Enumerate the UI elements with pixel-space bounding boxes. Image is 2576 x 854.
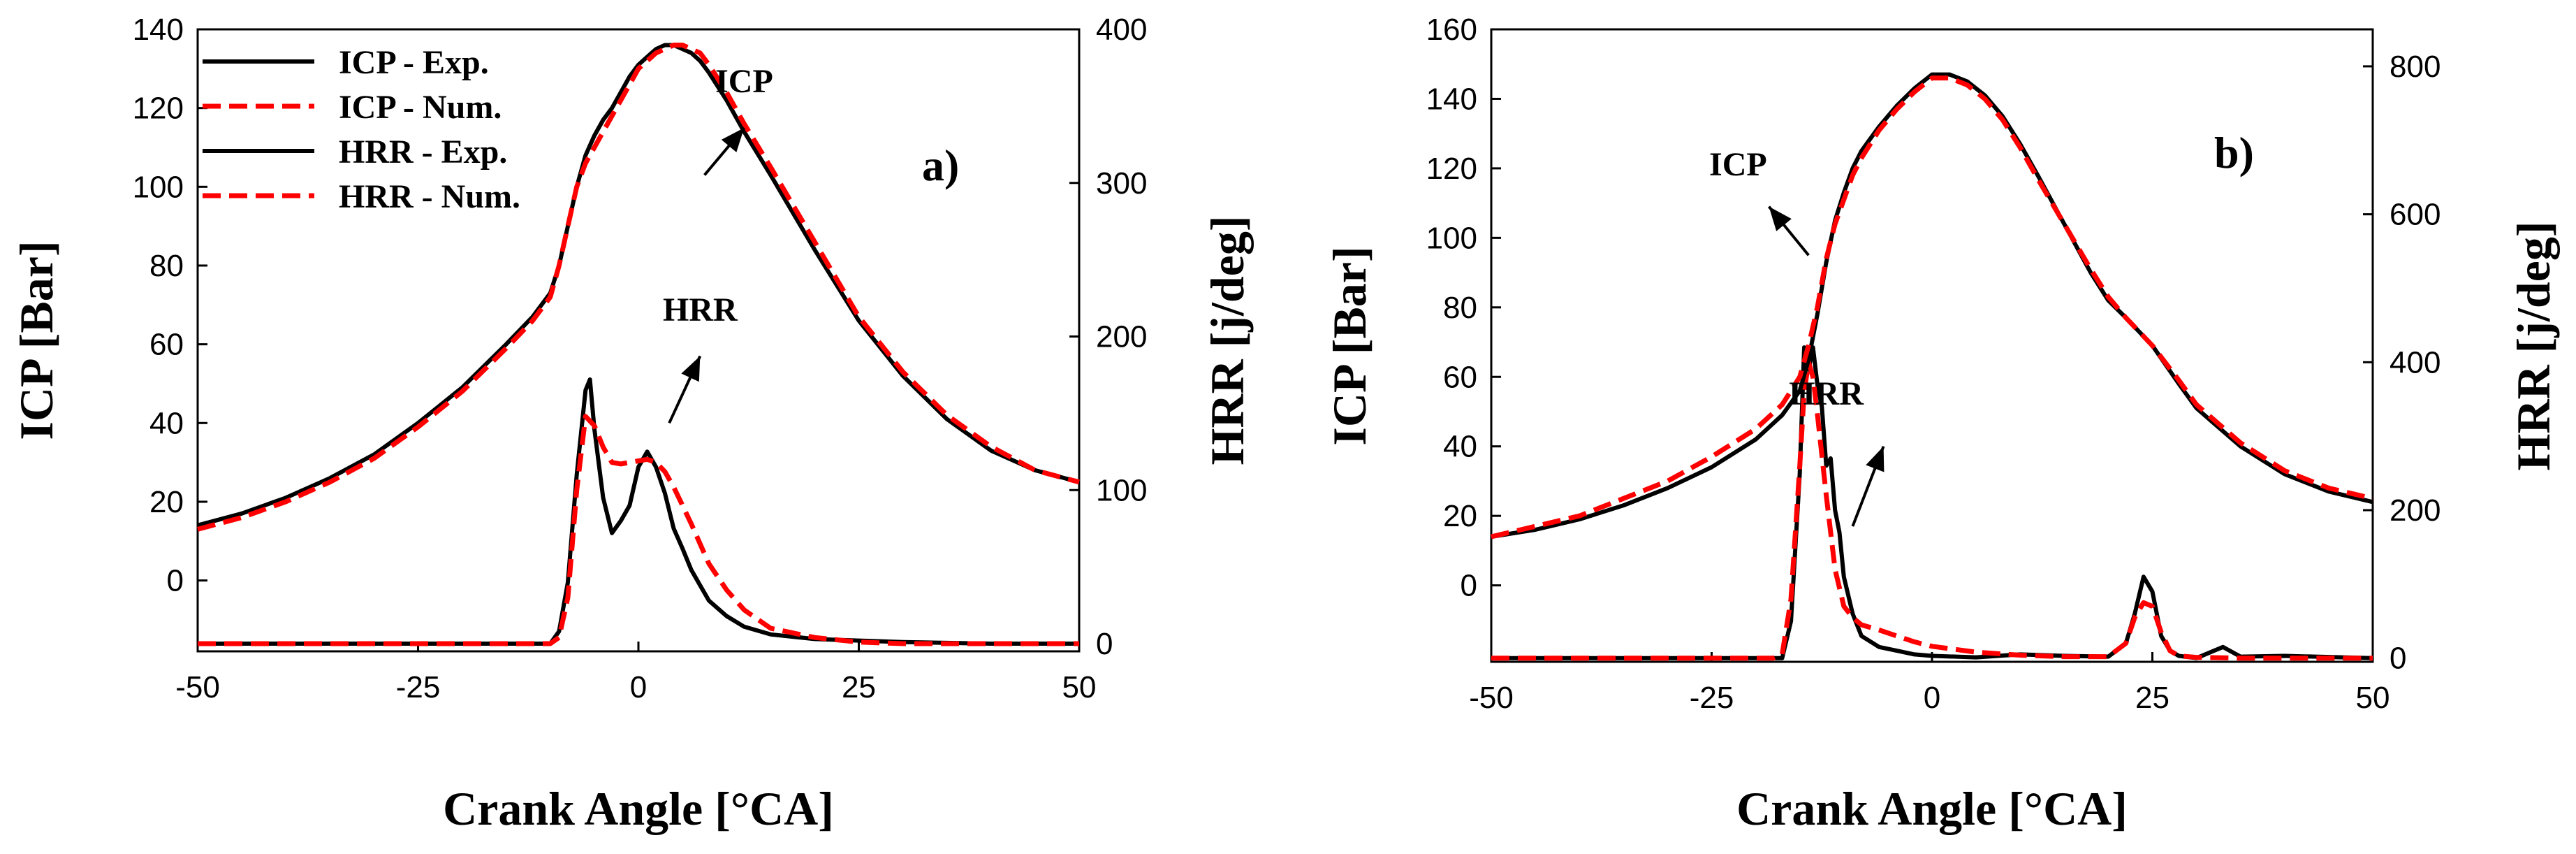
series-icp-exp-line [197,43,1080,528]
y-left-tick-label: 160 [1426,13,1477,47]
legend-label: HRR - Num. [339,178,520,215]
y-left-tick-label: 0 [167,564,184,598]
series-hrr-num-line [1491,359,2373,661]
y-right-tick-label: 0 [2390,642,2406,676]
annotation-arrow-head [681,356,701,382]
series-icp-num-line [1491,75,2373,540]
x-tick-label: -25 [396,670,441,704]
annotation-icp: ICP [1709,146,1767,183]
y-left-tick-label: 20 [1443,499,1477,533]
annotation-icp: ICP [715,63,773,100]
x-tick-label: -25 [1690,681,1734,715]
y-left-tick-label: 140 [1426,82,1477,116]
series-hrr-num-line [198,414,1079,646]
y-left-tick-label: 60 [1443,360,1477,394]
y-right-tick-label: 300 [1096,166,1147,201]
x-tick-label: -50 [1469,681,1514,715]
x-tick-label: 50 [2356,681,2390,715]
x-tick-label: 25 [2135,681,2169,715]
y-left-tick-label: 80 [149,249,184,283]
legend-label: ICP - Num. [339,89,502,126]
y-left-tick-label: 20 [149,485,184,519]
y-left-tick-label: 60 [149,328,184,362]
legend-label: ICP - Exp. [339,44,489,81]
x-axis-label-a: Crank Angle [°CA] [443,782,834,835]
legend-label: HRR - Exp. [339,133,507,171]
y-right-tick-label: 400 [2390,345,2440,379]
series-icp-num-line [197,43,1080,532]
chart-panel-b: -50 -25 0 25 50 0 20 40 60 80 100 120 140 160 0 200 40… [1323,13,2560,835]
y-right-tick-label: 800 [2390,50,2440,84]
y-axis-left-label-b: ICP [Bar] [1323,246,1376,445]
annotation-hrr: HRR [1789,375,1864,412]
y-left-tick-label: 120 [133,92,184,126]
x-axis-label-b: Crank Angle [°CA] [1736,782,2128,835]
x-tick-label: -50 [175,670,220,704]
series-hrr-exp-line [1491,345,2373,660]
panel-label-a: a) [922,140,959,190]
y-axis-right-label-b: HRR [j/deg] [2507,222,2560,471]
y-left-tick-label: 80 [1443,291,1477,325]
chart-panel-a: -50 -25 0 25 50 0 20 40 60 80 100 120 140 0 100 200 30… [10,13,1254,835]
y-right-tick-label: 400 [1096,13,1147,47]
x-tick-label: 50 [1062,670,1097,704]
x-tick-label: 0 [630,670,647,704]
annotation-hrr: HRR [663,291,738,328]
y-left-tick-label: 40 [149,406,184,440]
y-left-tick-label: 40 [1443,430,1477,464]
annotation-arrow-head [721,127,745,152]
y-right-tick-label: 100 [1096,473,1147,507]
y-left-tick-label: 100 [133,170,184,204]
y-axis-right-label-a: HRR [j/deg] [1201,216,1254,465]
y-left-tick-label: 100 [1426,221,1477,255]
plot-frame-b [1490,28,2374,663]
y-left-tick-label: 0 [1461,569,1477,603]
y-axis-left-label-a: ICP [Bar] [10,240,63,440]
y-right-tick-label: 600 [2390,198,2440,232]
y-left-tick-label: 140 [133,13,184,47]
x-tick-label: 25 [842,670,876,704]
legend: ICP - Exp. ICP - Num. HRR - Exp. HRR - Num. [203,44,520,215]
plot-frame-a [196,28,1081,653]
series-hrr-exp-line [198,377,1079,646]
y-right-tick-label: 200 [1096,320,1147,354]
annotation-arrow-head [1866,446,1885,472]
y-right-tick-label: 200 [2390,493,2440,528]
annotation-arrow-head [1769,206,1792,231]
y-right-tick-label: 0 [1096,627,1113,661]
y-left-tick-label: 120 [1426,152,1477,186]
panel-label-b: b) [2214,128,2254,178]
x-tick-label: 0 [1924,681,1940,715]
